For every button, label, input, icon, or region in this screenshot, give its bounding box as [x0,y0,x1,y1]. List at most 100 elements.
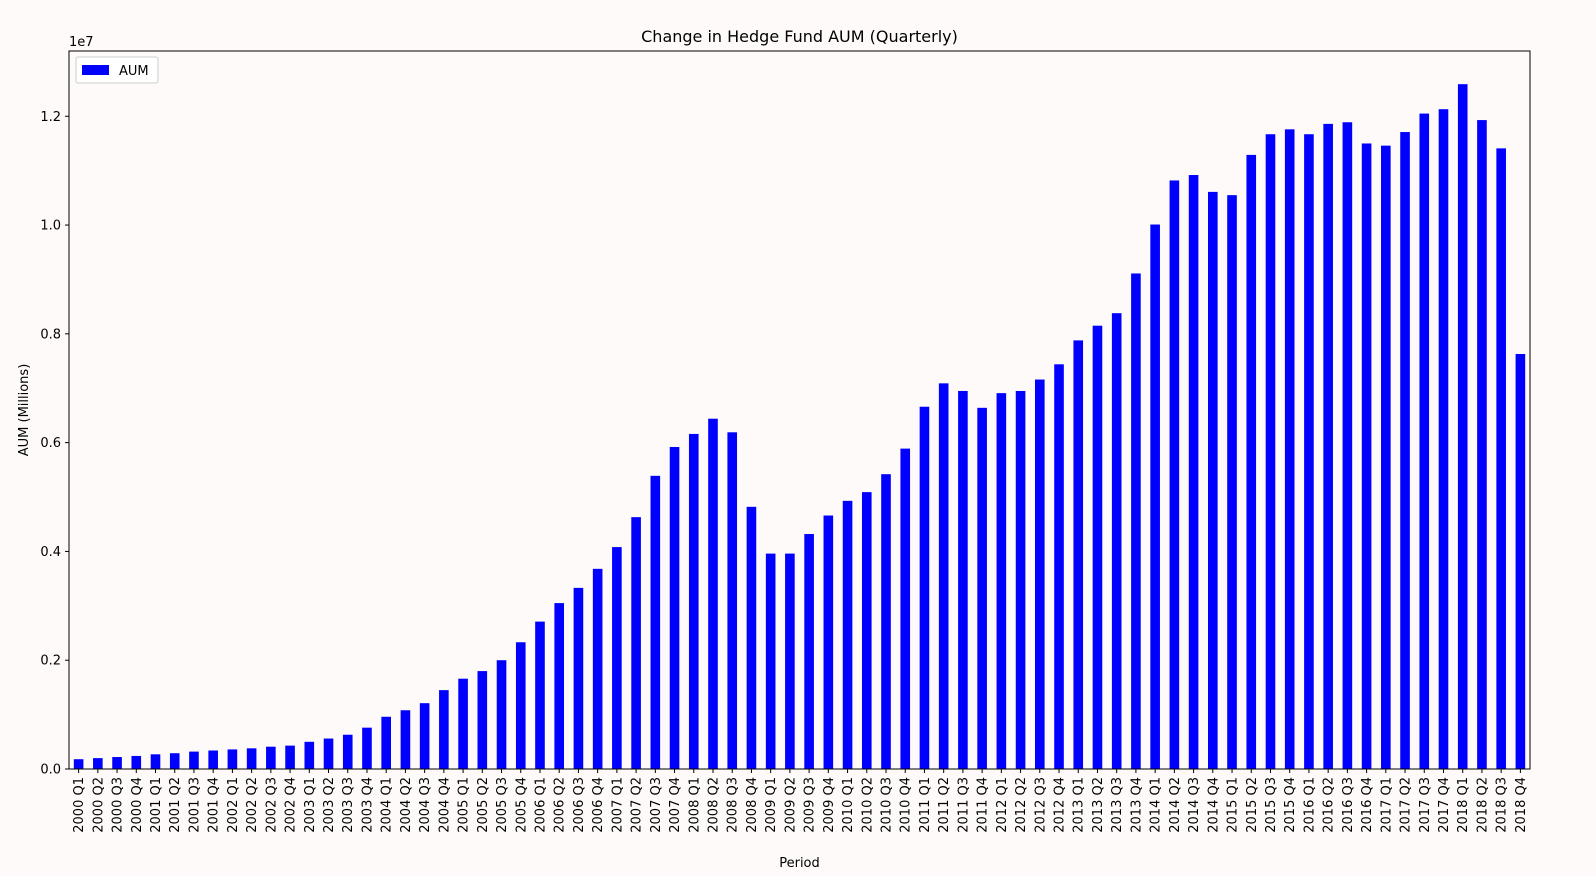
x-tick-label: 2007 Q4 [668,777,683,833]
bar [1515,353,1526,769]
bar [169,753,180,769]
x-tick-label: 2008 Q2 [706,777,721,833]
bar [515,642,526,769]
bar [1092,325,1103,769]
x-tick-label: 2002 Q2 [245,777,260,833]
x-tick-label: 2012 Q3 [1033,777,1048,833]
bar [1073,340,1084,769]
x-tick-label: 2010 Q4 [899,777,914,833]
bar [1015,390,1026,769]
x-tick-label: 2015 Q2 [1245,777,1260,833]
bar [304,741,315,769]
x-tick-label: 2003 Q4 [360,777,375,833]
bar [708,418,718,769]
y-tick-label: 0.0 [40,763,61,778]
bar [804,534,814,769]
y-axis-offset-label: 1e7 [69,35,94,50]
x-tick-label: 2010 Q3 [880,777,895,833]
bar [727,432,738,769]
x-tick-label: 2014 Q2 [1168,777,1183,833]
bar [1150,224,1160,769]
x-tick-label: 2013 Q1 [1072,777,1087,833]
y-tick-label: 0.4 [40,545,61,560]
bar [823,515,834,769]
bar [150,754,161,769]
x-tick-label: 2009 Q4 [822,777,837,833]
bar [246,748,257,769]
bar [266,746,276,769]
bar [650,475,661,769]
bar [1400,132,1410,769]
x-tick-label: 2011 Q1 [918,777,933,833]
x-tick-label: 2005 Q4 [514,777,529,833]
x-tick-label: 2008 Q1 [687,777,702,833]
x-tick-label: 2013 Q2 [1091,777,1106,833]
bar [1227,195,1237,770]
x-tick-label: 2004 Q2 [399,777,414,833]
x-tick-label: 2014 Q4 [1206,777,1221,833]
bar [1054,364,1064,769]
x-tick-label: 2001 Q3 [187,777,202,833]
x-tick-label: 2014 Q1 [1149,777,1164,833]
bar [612,547,622,769]
x-tick-label: 2007 Q3 [649,777,664,833]
bar [1265,134,1276,770]
bar [958,390,968,769]
x-tick-label: 2012 Q4 [1053,777,1068,833]
x-tick-label: 2005 Q1 [457,777,472,833]
x-tick-label: 2002 Q3 [264,777,279,833]
bar [785,553,795,769]
y-tick-label: 1.0 [40,219,61,234]
x-tick-label: 2011 Q4 [976,777,991,833]
legend-swatch [82,65,109,75]
x-tick-label: 2015 Q4 [1283,777,1298,833]
x-tick-label: 2000 Q4 [130,777,145,833]
x-tick-label: 2003 Q3 [341,777,356,833]
bar [1034,379,1045,769]
bar [1438,109,1449,769]
bar [977,407,987,769]
bar [1477,120,1487,769]
bar [669,446,680,769]
bar [842,500,853,769]
x-tick-label: 2018 Q3 [1495,777,1510,833]
bar [73,759,84,769]
bar [996,393,1007,769]
bar [900,448,911,769]
x-tick-label: 2006 Q3 [572,777,587,833]
bar [362,727,372,769]
x-tick-label: 2006 Q2 [553,777,568,833]
bar [1111,313,1122,769]
x-tick-label: 2001 Q1 [149,777,164,833]
x-tick-label: 2000 Q3 [111,777,126,833]
y-tick-label: 0.8 [40,327,61,342]
bar [342,734,353,769]
x-tick-label: 2008 Q3 [726,777,741,833]
x-tick-label: 2012 Q1 [995,777,1010,833]
x-tick-label: 2001 Q4 [207,777,222,833]
x-tick-label: 2000 Q1 [72,777,87,833]
bar [1246,154,1257,769]
bar [554,603,565,769]
bar [285,745,295,769]
bar [93,758,103,769]
x-tick-label: 2007 Q1 [610,777,625,833]
x-axis: 2000 Q1 2000 Q2 2000 Q3 2000 Q4 2001 Q1 2001 … [72,769,1529,833]
legend: AUM [75,56,159,84]
x-tick-label: 2013 Q4 [1129,777,1144,833]
x-tick-label: 2016 Q1 [1302,777,1317,833]
y-tick-label: 0.6 [40,436,61,451]
bar [208,750,218,769]
bar [131,755,142,769]
x-tick-label: 2006 Q1 [533,777,548,833]
x-tick-label: 2017 Q4 [1437,777,1452,833]
bar [458,678,468,769]
bar [1208,191,1218,769]
x-axis-label: Period [779,856,820,871]
bar [535,621,545,769]
x-tick-label: 2010 Q2 [860,777,875,833]
y-axis-label: AUM (Millions) [17,364,32,457]
bar [765,553,776,769]
x-tick-label: 2006 Q4 [591,777,606,833]
